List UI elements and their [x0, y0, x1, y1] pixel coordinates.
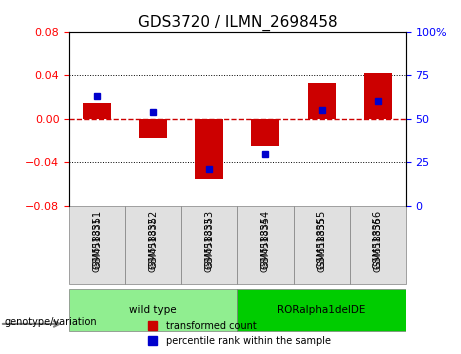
Text: GSM518352: GSM518352 [148, 210, 158, 269]
Title: GDS3720 / ILMN_2698458: GDS3720 / ILMN_2698458 [137, 14, 337, 30]
FancyBboxPatch shape [237, 206, 294, 284]
Text: GSM518355: GSM518355 [317, 210, 326, 269]
Text: GSM518353: GSM518353 [205, 217, 214, 273]
Bar [139, 119, 167, 138]
Bar [83, 103, 111, 119]
FancyBboxPatch shape [294, 206, 349, 284]
FancyBboxPatch shape [181, 206, 237, 284]
Text: GSM518352: GSM518352 [149, 217, 158, 273]
FancyBboxPatch shape [125, 206, 181, 284]
Text: GSM518351: GSM518351 [93, 217, 102, 273]
Text: GSM518355: GSM518355 [317, 217, 326, 273]
Text: GSM518354: GSM518354 [261, 217, 270, 273]
Legend: transformed count, percentile rank within the sample: transformed count, percentile rank withi… [146, 319, 334, 349]
Bar [195, 119, 224, 179]
FancyBboxPatch shape [69, 289, 237, 331]
FancyBboxPatch shape [237, 289, 406, 331]
Text: genotype/variation: genotype/variation [5, 317, 97, 327]
Bar [307, 83, 336, 119]
Text: wild type: wild type [130, 305, 177, 315]
Text: GSM518356: GSM518356 [372, 210, 383, 269]
Text: GSM518356: GSM518356 [373, 217, 382, 273]
Text: GSM518353: GSM518353 [204, 210, 214, 269]
FancyBboxPatch shape [349, 206, 406, 284]
Bar [364, 73, 392, 119]
Text: RORalpha1delDE: RORalpha1delDE [278, 305, 366, 315]
Text: GSM518354: GSM518354 [260, 210, 271, 269]
Text: GSM518351: GSM518351 [92, 210, 102, 269]
FancyBboxPatch shape [69, 206, 125, 284]
Bar [251, 119, 279, 146]
